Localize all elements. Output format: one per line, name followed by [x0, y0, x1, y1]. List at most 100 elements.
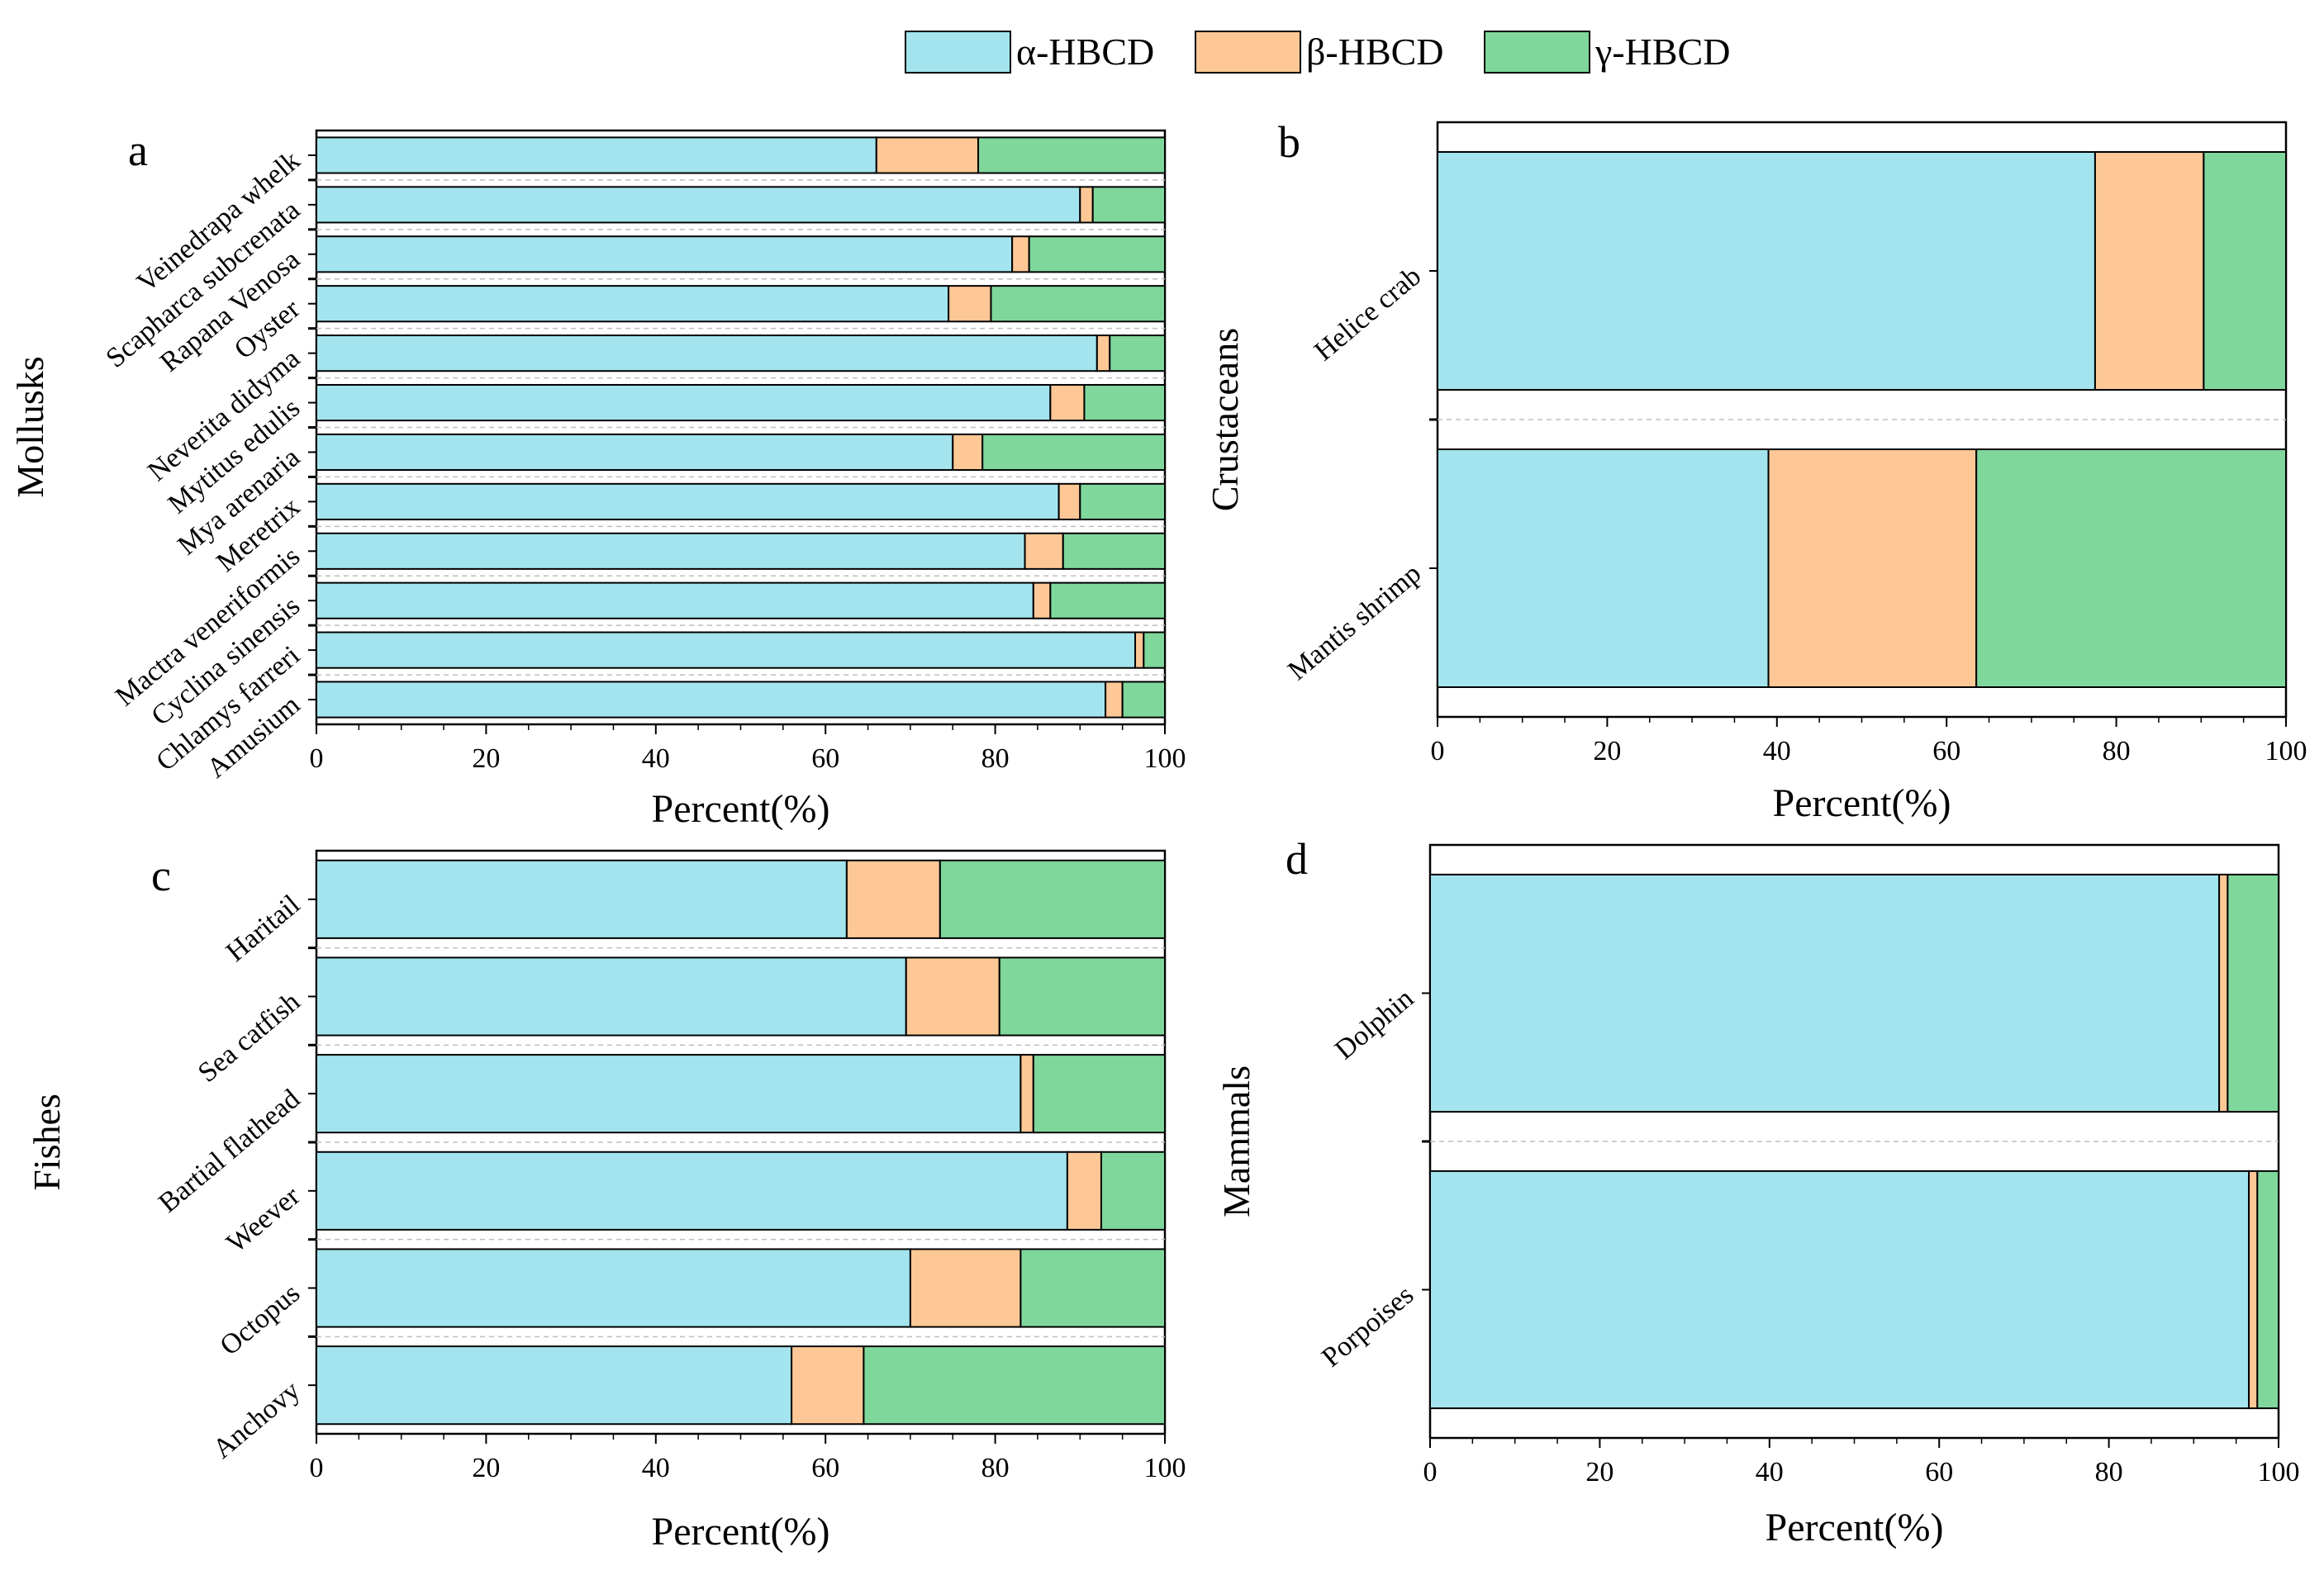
- bar-porpoises-beta-hbcd: [2248, 1170, 2259, 1410]
- x-tick-label: 20: [472, 743, 500, 774]
- bar-chlamys-farreri-gamma-hbcd: [1143, 631, 1166, 669]
- bar-scapharca-subcrenata-gamma-hbcd: [1091, 186, 1166, 224]
- bar-bartial-flathead-alpha-hbcd: [316, 1054, 1022, 1134]
- bar-haritail-beta-hbcd: [845, 859, 941, 939]
- x-axis-title: Percent(%): [652, 787, 830, 831]
- x-tick-label: 40: [1756, 1457, 1784, 1487]
- bar-mantis-shrimp-alpha-hbcd: [1437, 448, 1770, 688]
- x-tick-label: 80: [981, 1453, 1010, 1483]
- bar-helice-crab-beta-hbcd: [2094, 151, 2205, 391]
- y-axis-title: Mammals: [1215, 1065, 1257, 1217]
- x-tick-label: 100: [1144, 743, 1186, 774]
- bar-weever-alpha-hbcd: [316, 1151, 1068, 1231]
- bar-bartial-flathead-gamma-hbcd: [1032, 1054, 1166, 1134]
- bar-dolphin-beta-hbcd: [2218, 873, 2229, 1113]
- bar-scapharca-subcrenata-alpha-hbcd: [316, 186, 1081, 224]
- bar-meretrix-beta-hbcd: [1057, 482, 1081, 520]
- x-tick-label: 20: [1593, 736, 1621, 766]
- legend-swatch-hbcd: [1195, 31, 1301, 74]
- bar-dolphin-alpha-hbcd: [1429, 873, 2221, 1113]
- bar-octopus-beta-hbcd: [909, 1248, 1022, 1328]
- x-tick-label: 60: [1925, 1457, 1953, 1487]
- bar-sea-catfish-gamma-hbcd: [998, 956, 1166, 1037]
- x-axis-title: Percent(%): [1766, 1506, 1944, 1549]
- bar-mya-arenaria-beta-hbcd: [952, 433, 984, 472]
- y-axis-title: Crustaceans: [1204, 328, 1246, 511]
- plot-area: [315, 849, 1167, 1435]
- bar-chlamys-farreri-beta-hbcd: [1134, 631, 1145, 669]
- category-label-octopus: Octopus: [215, 1278, 307, 1361]
- panel-b-crustaceans: Helice crab Mantis shrimp 0 20 40 60 80 100 Perc…: [1204, 117, 2307, 825]
- x-tick-label: 0: [1431, 736, 1445, 766]
- bar-rapana-venosa-beta-hbcd: [1011, 235, 1030, 273]
- bar-porpoises-alpha-hbcd: [1429, 1170, 2250, 1410]
- legend-swatch-hbcd: [1484, 31, 1590, 74]
- legend: α-HBCD β-HBCD γ-HBCD: [905, 31, 1730, 74]
- panel-letter: b: [1278, 117, 1300, 167]
- x-tick-label: 40: [1763, 736, 1791, 766]
- x-tick-label: 0: [310, 743, 324, 774]
- bar-veinedrapa-whelk-gamma-hbcd: [977, 136, 1167, 174]
- category-label-helice-crab: Helice crab: [1309, 261, 1427, 367]
- bar-rapana-venosa-gamma-hbcd: [1028, 235, 1167, 273]
- legend-label: α-HBCD: [1016, 31, 1154, 73]
- bar-oyster-gamma-hbcd: [990, 285, 1166, 323]
- x-tick-label: 20: [1585, 1457, 1613, 1487]
- bar-mytitus-edulis-gamma-hbcd: [1083, 383, 1167, 422]
- bar-amusium-gamma-hbcd: [1121, 681, 1167, 719]
- category-label-porpoises: Porpoises: [1316, 1279, 1419, 1373]
- bar-oyster-alpha-hbcd: [316, 285, 950, 323]
- bar-sea-catfish-alpha-hbcd: [316, 956, 907, 1037]
- x-axis-title: Percent(%): [652, 1510, 830, 1554]
- category-label-weever: Weever: [221, 1180, 306, 1259]
- bar-cyclina-sinensis-beta-hbcd: [1032, 581, 1052, 619]
- bar-octopus-alpha-hbcd: [316, 1248, 911, 1328]
- panel-letter: a: [128, 126, 148, 175]
- category-label-sea-catfish: Sea catfish: [192, 986, 306, 1089]
- bar-haritail-gamma-hbcd: [939, 859, 1166, 939]
- plot-area: [315, 129, 1167, 726]
- x-axis-title: Percent(%): [1773, 781, 1951, 825]
- bar-weever-beta-hbcd: [1066, 1151, 1102, 1231]
- bar-amusium-alpha-hbcd: [316, 681, 1107, 719]
- x-tick-label: 100: [2258, 1457, 2300, 1487]
- bar-mya-arenaria-gamma-hbcd: [981, 433, 1166, 472]
- x-tick-label: 80: [2103, 736, 2131, 766]
- bar-meretrix-gamma-hbcd: [1079, 482, 1167, 520]
- x-tick-label: 80: [2095, 1457, 2123, 1487]
- x-tick-label: 40: [642, 743, 670, 774]
- bar-mya-arenaria-alpha-hbcd: [316, 433, 954, 472]
- x-tick-label: 60: [811, 1453, 839, 1483]
- bar-mactra-veneriformis-alpha-hbcd: [316, 532, 1026, 570]
- bar-anchovy-gamma-hbcd: [863, 1345, 1167, 1426]
- bar-veinedrapa-whelk-beta-hbcd: [875, 136, 980, 174]
- x-tick-label: 100: [1144, 1453, 1186, 1483]
- panel-letter: d: [1286, 834, 1308, 884]
- bar-mytitus-edulis-alpha-hbcd: [316, 383, 1052, 422]
- bar-neverita-didyma-beta-hbcd: [1095, 335, 1111, 372]
- bar-helice-crab-gamma-hbcd: [2203, 151, 2288, 391]
- bar-rapana-venosa-alpha-hbcd: [316, 235, 1014, 273]
- legend-label: γ-HBCD: [1594, 31, 1730, 73]
- category-label-dolphin: Dolphin: [1329, 983, 1419, 1065]
- bar-meretrix-alpha-hbcd: [316, 482, 1060, 520]
- x-tick-label: 100: [2265, 736, 2307, 766]
- bar-cyclina-sinensis-gamma-hbcd: [1049, 581, 1166, 619]
- legend-swatch-hbcd: [905, 31, 1011, 74]
- bar-bartial-flathead-beta-hbcd: [1019, 1054, 1034, 1134]
- x-tick-label: 20: [472, 1453, 500, 1483]
- x-tick-label: 60: [1932, 736, 1960, 766]
- y-axis-title: Mollusks: [9, 356, 51, 497]
- bar-scapharca-subcrenata-beta-hbcd: [1079, 186, 1094, 224]
- bar-neverita-didyma-alpha-hbcd: [316, 335, 1098, 372]
- x-tick-label: 0: [310, 1453, 324, 1483]
- bar-haritail-alpha-hbcd: [316, 859, 848, 939]
- category-label-mantis-shrimp: Mantis shrimp: [1282, 558, 1427, 686]
- x-tick-label: 60: [811, 743, 839, 774]
- bar-anchovy-alpha-hbcd: [316, 1345, 793, 1426]
- category-label-haritail: Haritail: [221, 890, 306, 968]
- bar-porpoises-gamma-hbcd: [2256, 1170, 2279, 1410]
